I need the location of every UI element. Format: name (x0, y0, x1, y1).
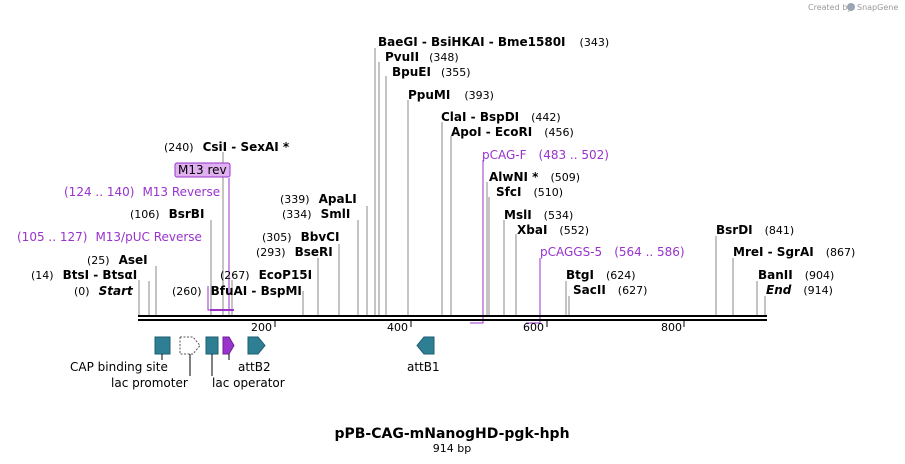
feature-label-attb1: attB1 (407, 360, 440, 374)
site-baegi: BaeGI - BsiHKAI - Bme1580I (343) (378, 35, 609, 49)
site-smli: (334) SmlI (282, 207, 350, 221)
site-apoi: ApoI - EcoRI (456) (451, 125, 574, 139)
primer-m13puc-reverse: (105 .. 127) M13/pUC Reverse (17, 230, 202, 244)
axis: 200 400 600 800 (251, 321, 685, 334)
site-start: (0) Start (74, 284, 134, 298)
feature-attb2-icon (247, 336, 266, 355)
feature-label-cap: CAP binding site (70, 360, 168, 374)
features: CAP binding site lac promoter lac operat… (70, 336, 440, 390)
site-apali: (339) ApaLI (280, 192, 357, 206)
primer-box-label: M13 rev (178, 163, 227, 177)
site-clai: ClaI - BspDI (442) (441, 110, 561, 124)
site-msli: MslI (534) (504, 208, 573, 222)
primer-m13-reverse: (124 .. 140) M13 Reverse (64, 185, 220, 199)
axis-label-600: 600 (523, 321, 544, 334)
credit-brand: SnapGene (857, 3, 898, 12)
credit-label: Created by (808, 3, 852, 12)
site-alwni: AlwNI * (509) (489, 170, 580, 184)
axis-label-200: 200 (251, 321, 272, 334)
primer-connectors (207, 160, 541, 324)
primer-line-pcagf (470, 160, 484, 324)
site-bfuai: (260) BfuAI - BspMI (172, 284, 302, 298)
feature-label-attb2: attB2 (238, 360, 271, 374)
feature-primer-arrow-icon (222, 336, 235, 355)
site-sfci: SfcI (510) (496, 185, 563, 199)
primer-pcag-f: pCAG-F (483 .. 502) (482, 148, 609, 162)
feature-lac-promoter-icon (179, 336, 201, 355)
site-bsrbi: (106) BsrBI (130, 207, 204, 221)
site-labels: (0) Start (14) BtsI - BtsαI (25) AseI (106)… (31, 35, 855, 298)
feature-cap-binding-site-icon (154, 336, 171, 355)
axis-label-400: 400 (387, 321, 408, 334)
primer-box-m13rev (174, 162, 231, 178)
axis-label-800: 800 (661, 321, 682, 334)
site-csii: (240) CsiI - SexAI * (164, 140, 290, 154)
snapgene-logo-icon (847, 3, 855, 11)
site-mrei: MreI - SgrAI (867) (733, 245, 855, 259)
site-ecop15i: (267) EcoP15I (220, 268, 312, 282)
site-bseri: (293) BseRI (256, 245, 333, 259)
primer-line-pcaggs5 (526, 258, 541, 324)
site-btgi: BtgI (624) (566, 268, 636, 282)
site-end: End (914) (766, 283, 833, 297)
site-asei: (25) AseI (87, 253, 148, 267)
feature-attb1-icon (416, 336, 435, 355)
site-bsrdi: BsrDI (841) (716, 223, 794, 237)
site-xbai: XbaI (552) (517, 223, 589, 237)
site-bbvci: (305) BbvCI (262, 230, 339, 244)
backbone-bottom-strand (138, 319, 767, 321)
feature-lac-operator-icon (205, 336, 219, 355)
site-btsi: (14) BtsI - BtsαI (31, 268, 137, 282)
site-ppumi: PpuMI (393) (408, 88, 494, 102)
map-length: 914 bp (433, 442, 471, 455)
backbone-top-strand (138, 315, 767, 317)
site-sacii: SacII (627) (573, 283, 647, 297)
feature-label-lac-operator: lac operator (212, 376, 285, 390)
primer-pcaggs-5: pCAGGS-5 (564 .. 586) (540, 245, 685, 259)
site-ticks (138, 48, 766, 316)
feature-label-lac-promoter: lac promoter (111, 376, 188, 390)
site-bpuei: BpuEI (355) (392, 65, 471, 79)
site-pvuii: PvuII (348) (385, 50, 459, 64)
site-banii: BanII (904) (758, 268, 834, 282)
map-title: pPB-CAG-mNanogHD-pgk-hph (334, 426, 569, 442)
primer-labels: (124 .. 140) M13 Reverse (105 .. 127) M13/… (17, 148, 685, 259)
